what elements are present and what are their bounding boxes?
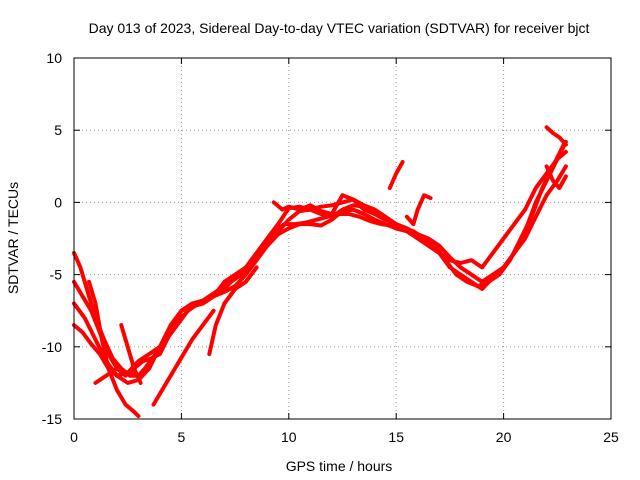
x-tick-label: 15 — [388, 429, 404, 445]
series-line-track-13 — [544, 125, 568, 147]
series-line-track-5 — [87, 279, 141, 419]
x-tick-label: 5 — [178, 429, 186, 445]
series-line-track-9 — [207, 265, 259, 356]
y-tick-label: -15 — [42, 411, 62, 427]
y-axis-label: SDTVAR / TECUs — [5, 182, 21, 294]
y-tick-label: 10 — [46, 50, 62, 66]
series-line-track-12 — [404, 193, 433, 227]
axis-ticks: 0 5 10 15 20 25 -15 -10 -5 0 5 10 — [42, 50, 619, 445]
x-tick-label: 0 — [70, 429, 78, 445]
series-line-track-10 — [271, 193, 388, 222]
x-tick-label: 20 — [496, 429, 512, 445]
series-line-track-7 — [119, 323, 143, 385]
series-line-track-3 — [72, 164, 568, 385]
series-line-track-2 — [72, 139, 568, 378]
y-tick-label: 5 — [54, 122, 62, 138]
plot-frame — [73, 57, 612, 420]
series-line-track-6 — [93, 366, 141, 385]
series-layer — [72, 125, 568, 419]
y-tick-label: -5 — [50, 267, 63, 283]
x-tick-label: 25 — [603, 429, 619, 445]
y-tick-label: -10 — [42, 339, 62, 355]
x-axis-label: GPS time / hours — [286, 458, 393, 474]
x-tick-label: 10 — [281, 429, 297, 445]
chart-title: Day 013 of 2023, Sidereal Day-to-day VTE… — [89, 20, 590, 36]
y-tick-label: 0 — [54, 194, 62, 210]
series-line-track-11 — [387, 160, 405, 190]
series-line-track-8 — [151, 308, 216, 407]
series-line-track-14 — [544, 164, 568, 190]
